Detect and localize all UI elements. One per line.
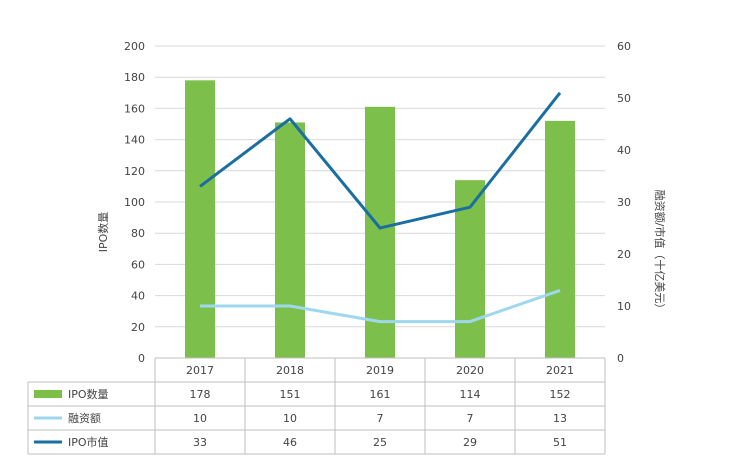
left-tick-label: 200 [124, 40, 145, 53]
bar [365, 106, 395, 358]
left-tick-label: 140 [124, 134, 145, 147]
table-cell: 10 [283, 412, 297, 425]
left-tick-label: 180 [124, 71, 145, 84]
left-tick-label: 100 [124, 196, 145, 209]
left-axis-ticks: 0 20 40 60 80 100 120 140 160 180 200 [124, 40, 145, 365]
table-cell: 114 [460, 388, 481, 401]
table-cell: 178 [190, 388, 211, 401]
x-tick-label: 2018 [276, 364, 304, 377]
right-tick-label: 40 [617, 144, 631, 157]
left-tick-label: 0 [138, 352, 145, 365]
left-tick-label: 20 [131, 321, 145, 334]
table-cell: 7 [377, 412, 384, 425]
right-tick-label: 50 [617, 92, 631, 105]
bar [275, 122, 305, 358]
table-cell: 51 [553, 436, 567, 449]
left-axis-title: IPO数量 [97, 212, 110, 253]
table-cell: 25 [373, 436, 387, 449]
left-tick-label: 40 [131, 290, 145, 303]
legend-label: IPO数量 [68, 388, 109, 401]
right-axis-ticks: 0 10 20 30 40 50 60 [617, 40, 631, 365]
left-tick-label: 80 [131, 227, 145, 240]
line-series-path [200, 288, 561, 324]
table-cell: 13 [553, 412, 567, 425]
bar [545, 120, 575, 358]
legend-label: 融资额 [68, 412, 101, 425]
line-series-path [199, 91, 562, 230]
table-cell: 161 [370, 388, 391, 401]
legend-swatch [34, 390, 62, 398]
right-tick-label: 60 [617, 40, 631, 53]
table-cell: 33 [193, 436, 207, 449]
right-tick-label: 10 [617, 300, 631, 313]
table-cell: 151 [280, 388, 301, 401]
bar [185, 80, 215, 358]
x-tick-label: 2020 [456, 364, 484, 377]
right-tick-label: 30 [617, 196, 631, 209]
line-series [199, 91, 562, 324]
right-tick-label: 0 [617, 352, 624, 365]
table-cell: 46 [283, 436, 297, 449]
x-tick-label: 2021 [546, 364, 574, 377]
x-tick-label: 2019 [366, 364, 394, 377]
table-cell: 7 [467, 412, 474, 425]
x-tick-label: 2017 [186, 364, 214, 377]
bar-series [185, 80, 575, 358]
table-cell: 29 [463, 436, 477, 449]
right-tick-label: 20 [617, 248, 631, 261]
table-cell: 152 [550, 388, 571, 401]
legend-label: IPO市值 [68, 435, 109, 449]
data-table: 2017 2018 2019 2020 2021 IPO数量 178 151 161 114 152… [27, 357, 606, 455]
left-tick-label: 120 [124, 165, 145, 178]
left-tick-label: 160 [124, 102, 145, 115]
table-cell: 10 [193, 412, 207, 425]
left-tick-label: 60 [131, 258, 145, 271]
right-axis-title: 融资额/市值（十亿美元） [653, 190, 667, 315]
